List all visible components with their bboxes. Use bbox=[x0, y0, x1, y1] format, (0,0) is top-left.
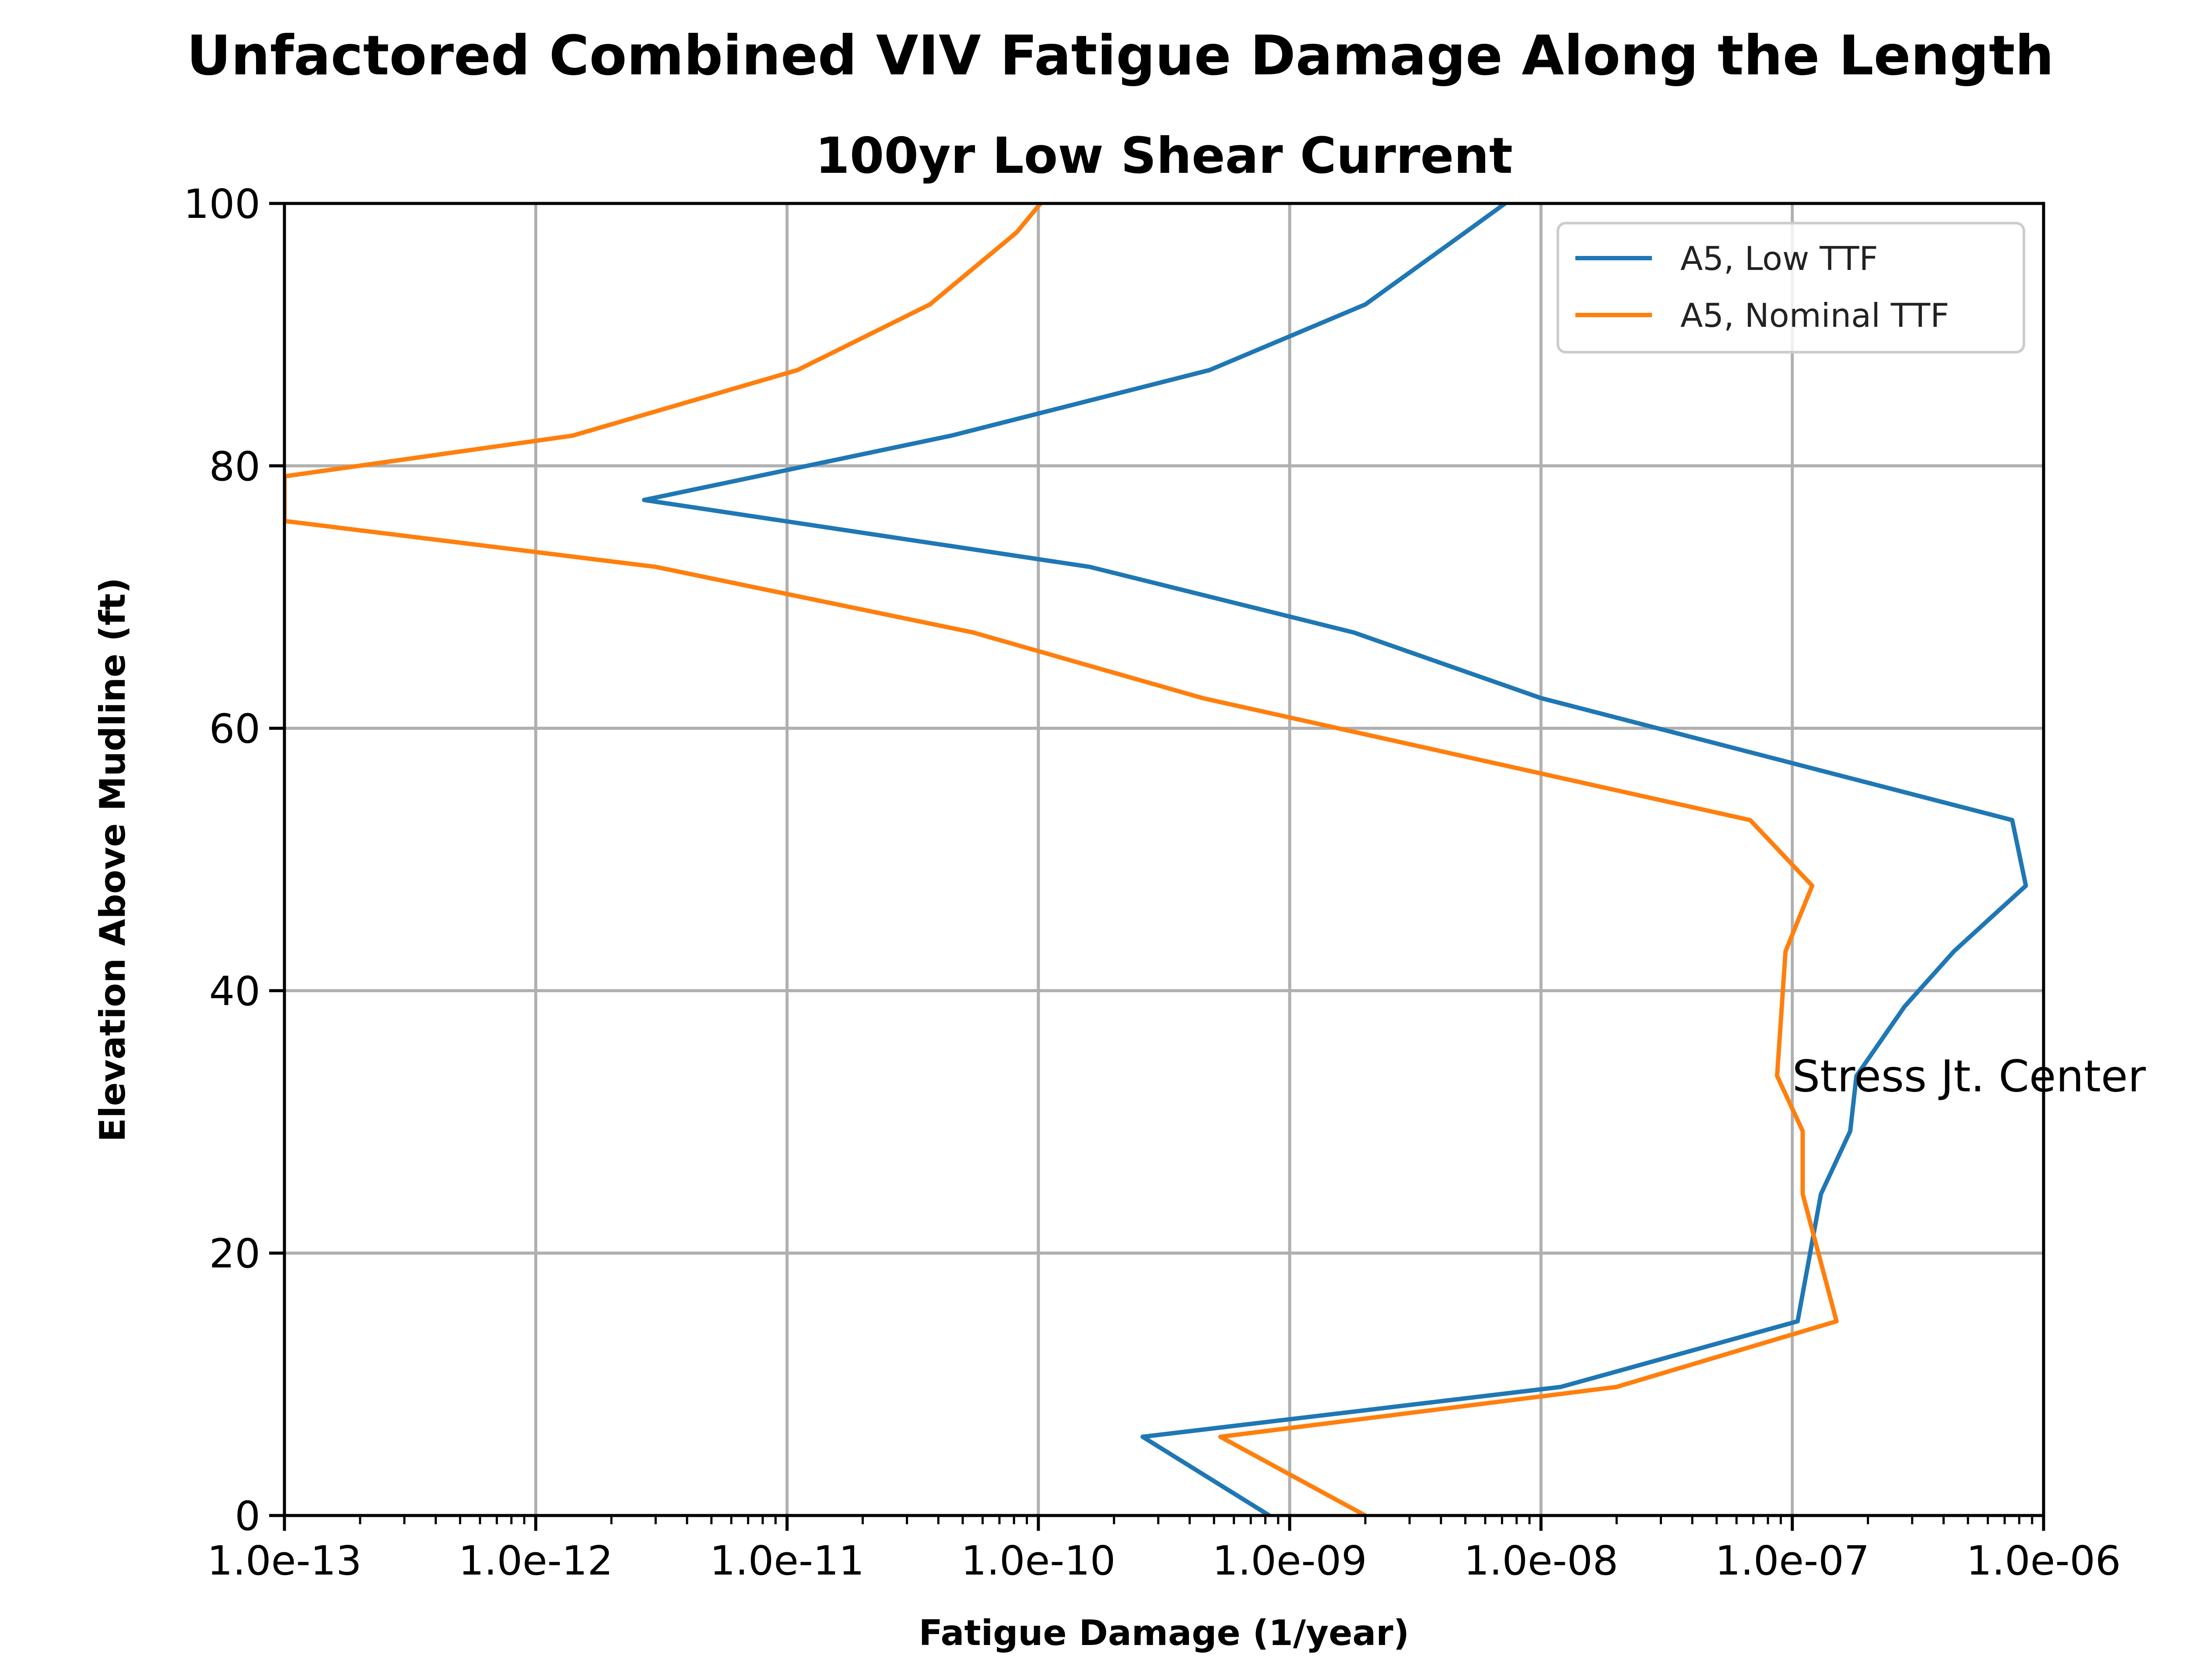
x-tick-label: 1.0e-10 bbox=[961, 1537, 1115, 1584]
legend-box bbox=[1557, 222, 2025, 354]
chart-subtitle: 100yr Low Shear Current bbox=[815, 127, 1513, 185]
y-tick-label: 60 bbox=[209, 706, 260, 752]
series-layer bbox=[284, 203, 2028, 1516]
x-tick-label: 1.0e-09 bbox=[1213, 1537, 1367, 1584]
annotation-layer: Stress Jt. Center bbox=[1792, 1050, 2146, 1102]
x-tick-label: 1.0e-12 bbox=[459, 1537, 613, 1584]
plot-frame bbox=[283, 202, 2045, 1517]
legend: A5, Low TTF A5, Nominal TTF bbox=[1557, 222, 2025, 354]
legend-label: A5, Low TTF bbox=[1680, 239, 1878, 278]
series-line-1 bbox=[642, 203, 2028, 1516]
x-tick-label: 1.0e-11 bbox=[710, 1537, 864, 1584]
series-line-2 bbox=[284, 203, 1839, 1516]
x-tick-label: 1.0e-06 bbox=[1966, 1537, 2121, 1584]
annotation-label: Stress Jt. Center bbox=[1792, 1050, 2146, 1102]
y-tick-label: 100 bbox=[183, 181, 260, 228]
y-axis-label: Elevation Above Mudline (ft) bbox=[92, 578, 133, 1142]
x-tick-label: 1.0e-08 bbox=[1464, 1537, 1618, 1584]
x-tick-label: 1.0e-13 bbox=[207, 1537, 361, 1584]
x-axis-label: Fatigue Damage (1/year) bbox=[919, 1613, 1410, 1653]
x-tick-label: 1.0e-07 bbox=[1715, 1537, 1869, 1584]
y-tick-label: 40 bbox=[209, 968, 260, 1015]
y-tick-label: 0 bbox=[235, 1493, 260, 1540]
y-tick-label: 20 bbox=[209, 1230, 260, 1277]
chart-title: Unfactored Combined VIV Fatigue Damage A… bbox=[186, 24, 2054, 88]
axis-ticks: 1.0e-13 1.0e-12 1.0e-11 1.0e-10 1.0e-09 1.0e-… bbox=[183, 181, 2121, 1584]
legend-label: A5, Nominal TTF bbox=[1680, 296, 1949, 335]
y-tick-label: 80 bbox=[209, 443, 260, 490]
